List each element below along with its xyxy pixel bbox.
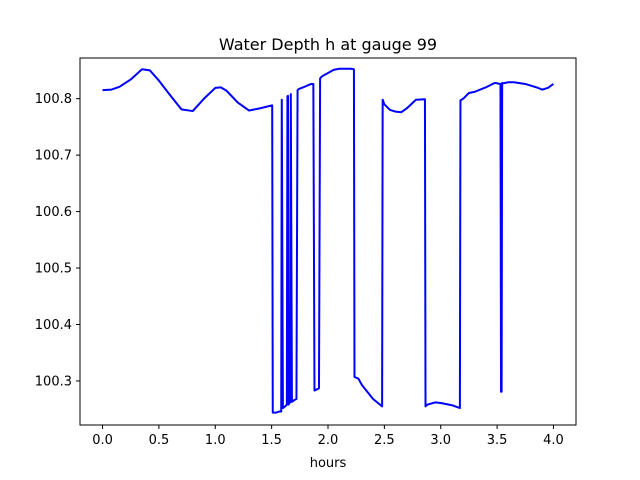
y-tick-label: 100.7 [35,149,72,164]
x-tick-label: 3.0 [430,433,451,448]
x-tick-label: 0.0 [92,433,113,448]
x-tick-label: 1.0 [205,433,226,448]
series-line-0 [102,67,555,414]
y-tick-label: 100.6 [35,205,72,220]
y-axis: 100.3 100.4 100.5 100.6 100.7 100.8 [35,92,80,389]
y-tick-label: 100.8 [35,92,72,107]
x-tick-label: 3.5 [487,433,508,448]
y-tick-label: 100.5 [35,262,72,277]
y-tick-label: 100.3 [35,374,72,389]
x-tick-label: 1.5 [261,433,282,448]
x-tick-label: 2.5 [374,433,395,448]
x-axis-label: hours [310,456,347,471]
chart-title: Water Depth h at gauge 99 [219,35,437,54]
x-tick-label: 4.0 [543,433,564,448]
x-axis: 0.0 0.5 1.0 1.5 2.0 2.5 3.0 3.5 4.0 [92,425,564,448]
y-tick-label: 100.4 [35,318,72,333]
x-tick-label: 0.5 [149,433,170,448]
series-layer [102,67,555,414]
x-tick-label: 2.0 [318,433,339,448]
